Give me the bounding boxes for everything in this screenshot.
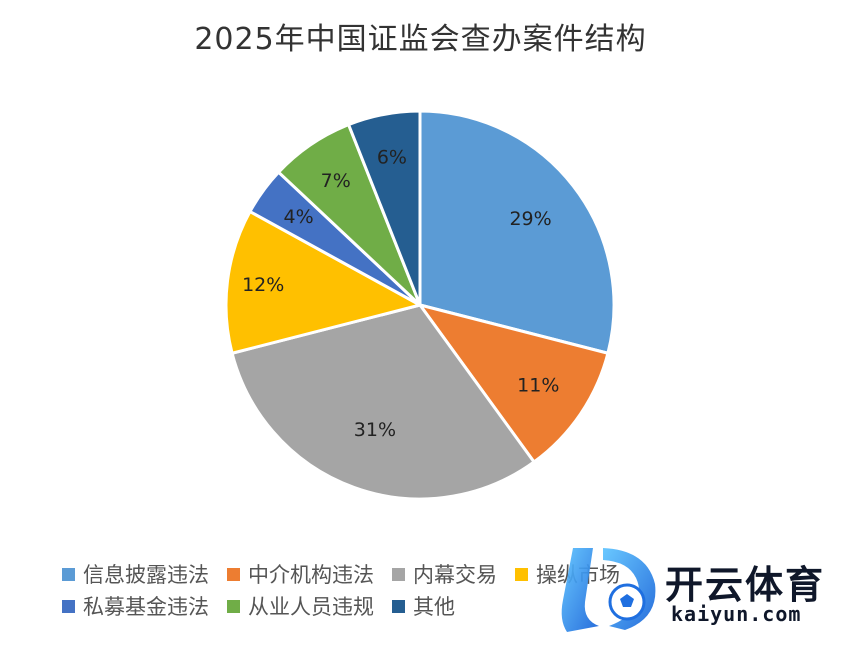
pie-slice: [346, 109, 422, 306]
pie-data-label: 7%: [321, 170, 351, 192]
legend-label: 内幕交易: [413, 563, 497, 587]
pie-data-label: 12%: [242, 274, 284, 296]
legend-label: 信息披露违法: [83, 563, 209, 587]
pie-slice: [224, 209, 425, 356]
watermark-logo: 开云体育 kaiyun.com: [555, 540, 840, 640]
legend-swatch: [227, 567, 240, 581]
pie-data-label: 31%: [354, 419, 396, 441]
pie-data-label: 29%: [509, 208, 551, 230]
pie-data-label: 4%: [284, 206, 314, 228]
pie-slice: [416, 302, 610, 465]
legend-swatch: [392, 599, 405, 613]
legend-label: 私募基金违法: [83, 595, 209, 619]
legend-item: 私募基金违法: [62, 591, 209, 621]
chart-title: 2025年中国证监会查办案件结构: [194, 22, 647, 57]
legend-item: 中介机构违法: [227, 559, 374, 589]
legend-swatch: [62, 567, 75, 581]
legend-item: 其他: [392, 591, 455, 621]
legend-swatch: [62, 599, 75, 613]
legend-swatch: [227, 599, 240, 613]
legend-item: 内幕交易: [392, 559, 497, 589]
watermark-brand: 开云体育: [665, 563, 826, 607]
pie-slice: [418, 109, 616, 356]
legend-swatch: [515, 567, 528, 581]
pie-data-label: 6%: [377, 147, 407, 169]
pie-data-label: 11%: [517, 374, 559, 396]
legend-label: 其他: [413, 595, 455, 619]
legend-label: 中介机构违法: [248, 563, 374, 587]
legend-item: 从业人员违规: [227, 591, 374, 621]
legend-item: 信息披露违法: [62, 559, 209, 589]
legend-swatch: [392, 567, 405, 581]
legend-row: 私募基金违法 从业人员违规 其他: [62, 590, 822, 622]
watermark-domain: kaiyun.com: [671, 602, 802, 626]
kaiyun-logo-icon: [561, 548, 656, 632]
pie-slice: [230, 303, 537, 501]
legend-label: 从业人员违规: [248, 595, 374, 619]
